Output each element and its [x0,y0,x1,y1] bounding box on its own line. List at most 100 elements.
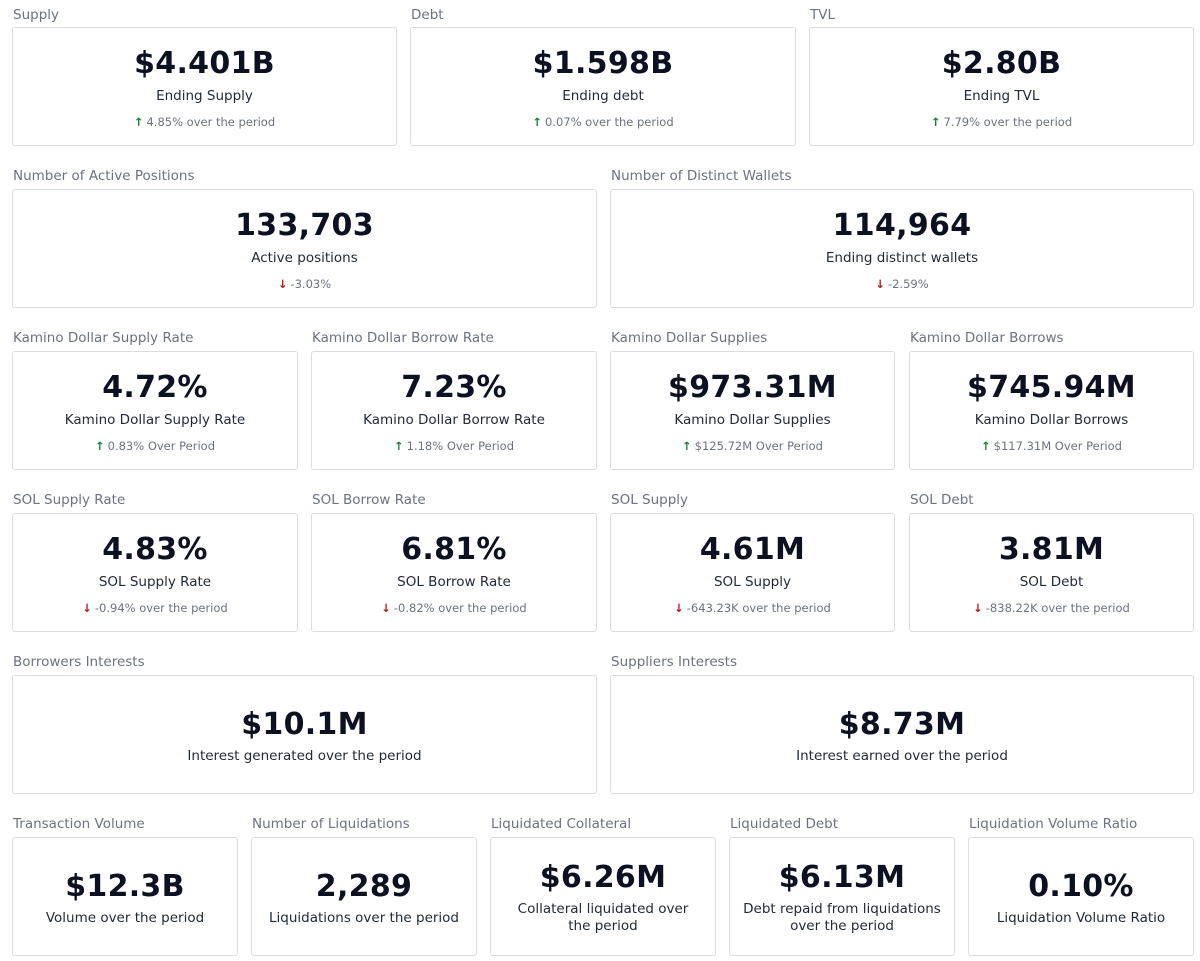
suppliers-interests-card: $8.73M Interest earned over the period [610,675,1194,794]
sol-borrow-rate-subtitle: SOL Borrow Rate [397,574,511,590]
sol-supply-value: 4.61M [699,532,806,567]
sol-supply-rate-value: 4.83% [102,532,208,567]
tvl-value: $2.80B [941,46,1062,81]
sol-debt-delta: -838.22K over the period [985,601,1130,615]
liquidation-ratio-value: 0.10% [1028,869,1134,904]
suppliers-interests-subtitle: Interest earned over the period [796,748,1008,764]
kd-borrow-rate-subtitle: Kamino Dollar Borrow Rate [363,412,545,428]
tvl-delta-row: ↑ 7.79% over the period [810,115,1193,129]
borrowers-interests-card: $10.1M Interest generated over the perio… [12,675,597,794]
liquidated-collateral-value: $6.26M [539,860,667,895]
debt-card: $1.598B Ending debt ↑ 0.07% over the peri… [410,27,796,146]
distinct-wallets-delta-row: ↓ -2.59% [611,277,1193,291]
distinct-wallets-title: Number of Distinct Wallets [611,168,792,184]
kd-borrows-delta-row: ↑ $117.31M Over Period [910,439,1193,453]
active-positions-delta: -3.03% [290,277,332,291]
arrow-down-icon: ↓ [875,277,885,291]
liquidations-value: 2,289 [315,869,413,904]
sol-borrow-rate-value: 6.81% [401,532,507,567]
kd-borrows-title: Kamino Dollar Borrows [910,330,1064,346]
kd-supply-rate-title: Kamino Dollar Supply Rate [13,330,194,346]
sol-debt-value: 3.81M [998,532,1105,567]
kd-borrow-rate-value: 7.23% [401,370,507,405]
sol-supply-delta: -643.23K over the period [686,601,831,615]
sol-supply-rate-delta: -0.94% over the period [94,601,228,615]
supply-delta-row: ↑ 4.85% over the period [13,115,396,129]
arrow-up-icon: ↑ [532,115,542,129]
sol-supply-rate-card: 4.83% SOL Supply Rate ↓ -0.94% over the p… [12,513,298,632]
kd-supplies-value: $973.31M [668,370,837,405]
liquidated-debt-card: $6.13M Debt repaid from liquidations ove… [729,837,955,956]
sol-borrow-rate-title: SOL Borrow Rate [312,492,426,508]
liquidated-collateral-subtitle: Collateral liquidated over the period [517,901,689,934]
kd-supplies-delta: $125.72M Over Period [694,439,823,453]
kd-borrows-delta: $117.31M Over Period [993,439,1122,453]
transaction-volume-title: Transaction Volume [13,816,145,832]
liquidations-title: Number of Liquidations [252,816,410,832]
arrow-up-icon: ↑ [981,439,991,453]
liquidation-ratio-card: 0.10% Liquidation Volume Ratio [968,837,1194,956]
kd-supplies-subtitle: Kamino Dollar Supplies [674,412,831,428]
active-positions-title: Number of Active Positions [13,168,195,184]
kd-supply-rate-value: 4.72% [102,370,208,405]
kd-borrow-rate-delta: 1.18% Over Period [406,439,514,453]
kd-borrow-rate-card: 7.23% Kamino Dollar Borrow Rate ↑ 1.18% O… [311,351,597,470]
arrow-up-icon: ↑ [133,115,144,129]
supply-card: $4.401B Ending Supply ↑ 4.85% over the pe… [12,27,397,146]
borrowers-interests-subtitle: Interest generated over the period [187,748,422,764]
sol-debt-subtitle: SOL Debt [1019,574,1084,590]
sol-borrow-rate-delta-row: ↓ -0.82% over the period [312,601,596,615]
active-positions-card: 133,703 Active positions ↓ -3.03% [12,189,597,308]
supply-delta: 4.85% over the period [146,115,276,129]
sol-supply-rate-subtitle: SOL Supply Rate [98,574,212,590]
liquidated-debt-subtitle: Debt repaid from liquidations over the p… [743,901,941,934]
active-positions-value: 133,703 [235,208,374,243]
kd-borrows-subtitle: Kamino Dollar Borrows [974,412,1129,428]
liquidations-subtitle: Liquidations over the period [268,910,460,926]
sol-debt-delta-row: ↓ -838.22K over the period [910,601,1193,615]
liquidated-debt-value: $6.13M [778,860,906,895]
transaction-volume-card: $12.3B Volume over the period [12,837,238,956]
sol-debt-card: 3.81M SOL Debt ↓ -838.22K over the period [909,513,1194,632]
tvl-title: TVL [810,7,836,23]
kd-borrows-value: $745.94M [967,370,1136,405]
liquidated-debt-title: Liquidated Debt [730,816,839,832]
distinct-wallets-delta: -2.59% [887,277,929,291]
transaction-volume-subtitle: Volume over the period [45,910,205,926]
distinct-wallets-value: 114,964 [832,208,972,243]
arrow-down-icon: ↓ [973,601,983,615]
kd-supply-rate-subtitle: Kamino Dollar Supply Rate [64,412,246,428]
kd-supplies-delta-row: ↑ $125.72M Over Period [611,439,894,453]
distinct-wallets-card: 114,964 Ending distinct wallets ↓ -2.59% [610,189,1194,308]
debt-delta: 0.07% over the period [544,115,674,129]
borrowers-interests-title: Borrowers Interests [13,654,145,670]
supply-title: Supply [13,7,60,23]
arrow-up-icon: ↑ [930,115,941,129]
kd-borrow-rate-title: Kamino Dollar Borrow Rate [312,330,494,346]
arrow-up-icon: ↑ [682,439,692,453]
arrow-down-icon: ↓ [82,601,92,615]
liquidation-ratio-title: Liquidation Volume Ratio [969,816,1138,832]
liquidation-ratio-subtitle: Liquidation Volume Ratio [996,910,1166,926]
liquidated-collateral-title: Liquidated Collateral [491,816,632,832]
sol-borrow-rate-delta: -0.82% over the period [393,601,527,615]
sol-supply-delta-row: ↓ -643.23K over the period [611,601,894,615]
supply-value: $4.401B [134,46,275,81]
kd-supply-rate-delta-row: ↑ 0.83% Over Period [13,439,297,453]
sol-supply-rate-title: SOL Supply Rate [13,492,126,508]
debt-delta-row: ↑ 0.07% over the period [411,115,795,129]
distinct-wallets-subtitle: Ending distinct wallets [825,250,979,266]
arrow-down-icon: ↓ [277,277,288,291]
active-positions-subtitle: Active positions [251,250,358,266]
borrowers-interests-value: $10.1M [241,707,368,742]
arrow-up-icon: ↑ [94,439,105,453]
active-positions-delta-row: ↓ -3.03% [13,277,596,291]
kd-borrows-card: $745.94M Kamino Dollar Borrows ↑ $117.31M… [909,351,1194,470]
sol-debt-title: SOL Debt [910,492,974,508]
liquidations-card: 2,289 Liquidations over the period [251,837,477,956]
arrow-up-icon: ↑ [393,439,404,453]
suppliers-interests-value: $8.73M [838,707,966,742]
kd-borrow-rate-delta-row: ↑ 1.18% Over Period [312,439,596,453]
liquidated-collateral-card: $6.26M Collateral liquidated over the pe… [490,837,716,956]
